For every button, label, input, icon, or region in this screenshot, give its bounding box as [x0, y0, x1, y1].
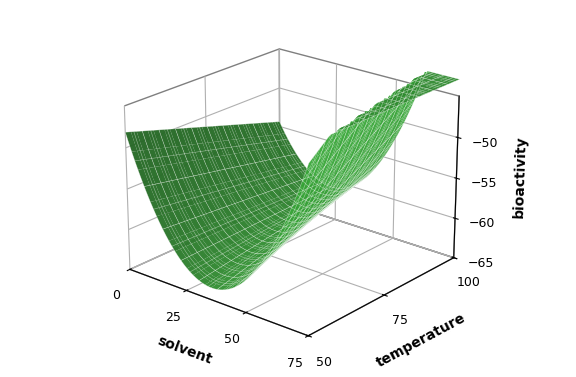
X-axis label: solvent: solvent [155, 333, 214, 366]
Y-axis label: temperature: temperature [374, 311, 468, 370]
